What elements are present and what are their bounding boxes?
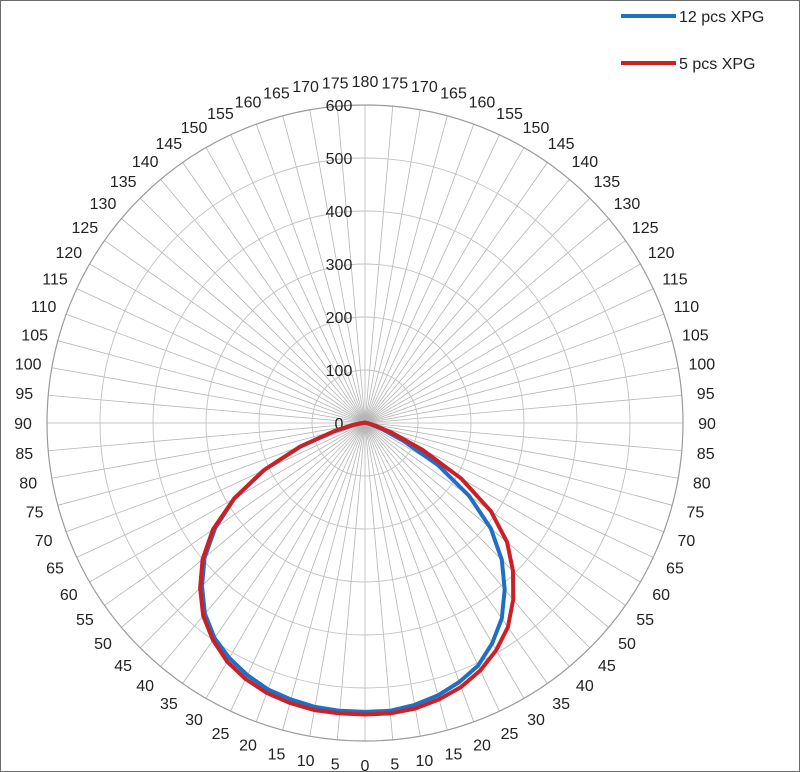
angle-tick-label: 75 [26, 505, 44, 522]
angle-tick-label: 75 [686, 505, 704, 522]
legend-label-0: 12 pcs XPG [679, 9, 764, 26]
angle-tick-label: 160 [469, 95, 496, 112]
angle-tick-label: 85 [697, 446, 715, 463]
angle-tick-label: 50 [618, 636, 636, 653]
angle-tick-label: 35 [160, 696, 178, 713]
angle-tick-label: 90 [698, 416, 716, 433]
angle-tick-label: 65 [46, 561, 64, 578]
angle-tick-label: 130 [614, 196, 641, 213]
grid-layer [46, 104, 684, 742]
angle-tick-label: 105 [21, 327, 48, 344]
angle-tick-label: 20 [239, 737, 257, 754]
angle-tick-label: 5 [390, 757, 399, 771]
angle-tick-label: 155 [496, 106, 523, 123]
angle-tick-label: 115 [42, 271, 68, 288]
angle-tick-label: 25 [501, 726, 519, 743]
angle-tick-label: 50 [94, 636, 112, 653]
angle-tick-label: 40 [136, 678, 154, 695]
angle-tick-label: 130 [90, 196, 117, 213]
angle-tick-label: 140 [571, 154, 598, 171]
angle-tick-label: 125 [632, 220, 659, 237]
angle-tick-label: 55 [76, 612, 94, 629]
radial-tick-label: 400 [326, 204, 353, 221]
radial-tick-label: 200 [326, 310, 353, 327]
radial-tick-label: 0 [335, 416, 344, 433]
angle-tick-label: 55 [636, 612, 654, 629]
angle-tick-label: 165 [440, 86, 467, 103]
angle-tick-label: 15 [268, 746, 286, 763]
angle-tick-label: 105 [682, 327, 709, 344]
angle-tick-label: 140 [132, 154, 159, 171]
angle-tick-label: 135 [110, 174, 137, 191]
angle-tick-label: 170 [411, 79, 438, 96]
angle-tick-label: 30 [527, 712, 545, 729]
angle-tick-label: 95 [697, 386, 715, 403]
legend-label-1: 5 pcs XPG [679, 56, 755, 73]
angle-tick-label: 90 [14, 416, 32, 433]
angle-tick-label: 150 [181, 120, 208, 137]
grid-circle [46, 104, 684, 742]
angle-tick-label: 0 [361, 758, 370, 771]
angle-tick-label: 110 [31, 299, 57, 316]
angle-tick-label: 150 [523, 120, 550, 137]
angle-tick-label: 45 [598, 658, 616, 675]
angle-tick-label: 135 [593, 174, 620, 191]
angle-tick-label: 80 [19, 475, 37, 492]
angle-tick-label: 110 [674, 299, 700, 316]
angle-tick-label: 180 [352, 74, 379, 91]
angle-tick-label: 5 [331, 757, 340, 771]
radial-label-layer: 0 100 200 300 400 500 600 [326, 98, 353, 433]
angle-label-layer: 0 5 10 152025303540455055606570758085909510… [14, 74, 716, 771]
angle-tick-label: 10 [297, 753, 315, 770]
angle-tick-label: 160 [235, 95, 262, 112]
angle-tick-label: 25 [212, 726, 230, 743]
angle-tick-label: 60 [60, 587, 78, 604]
angle-tick-label: 100 [688, 357, 715, 374]
angle-tick-label: 95 [15, 386, 33, 403]
radial-tick-label: 300 [326, 257, 353, 274]
angle-tick-label: 85 [15, 446, 33, 463]
angle-tick-label: 15 [445, 746, 463, 763]
angle-tick-label: 145 [548, 136, 575, 153]
angle-tick-label: 70 [35, 533, 53, 550]
angle-tick-label: 60 [652, 587, 670, 604]
angle-tick-label: 20 [473, 737, 491, 754]
angle-tick-label: 70 [677, 533, 695, 550]
angle-tick-label: 170 [292, 79, 319, 96]
angle-tick-label: 120 [55, 245, 82, 262]
angle-tick-label: 175 [381, 75, 408, 92]
series-layer [198, 420, 516, 717]
angle-tick-label: 165 [263, 86, 290, 103]
angle-tick-label: 40 [576, 678, 594, 695]
angle-tick-label: 155 [207, 106, 234, 123]
legend: 12 pcs XPG 5 pcs XPG [621, 9, 764, 73]
angle-tick-label: 175 [322, 75, 349, 92]
angle-tick-label: 35 [552, 696, 570, 713]
radial-tick-label: 500 [326, 151, 353, 168]
grid-circle [205, 263, 525, 583]
angle-tick-label: 100 [15, 357, 42, 374]
angle-tick-label: 45 [114, 658, 132, 675]
angle-tick-label: 115 [662, 271, 688, 288]
radial-tick-label: 600 [326, 98, 353, 115]
grid-circle [311, 369, 419, 477]
grid-circle [99, 157, 631, 689]
angle-tick-label: 65 [666, 561, 684, 578]
angle-tick-label: 125 [71, 220, 98, 237]
grid-circle [258, 316, 472, 530]
radial-tick-label: 100 [326, 363, 353, 380]
angle-tick-label: 120 [648, 245, 675, 262]
angle-tick-label: 30 [185, 712, 203, 729]
angle-tick-label: 80 [693, 475, 711, 492]
angle-tick-label: 10 [415, 753, 433, 770]
angle-tick-label: 145 [155, 136, 182, 153]
series-line-1 [198, 420, 516, 717]
grid-circle [152, 210, 578, 636]
